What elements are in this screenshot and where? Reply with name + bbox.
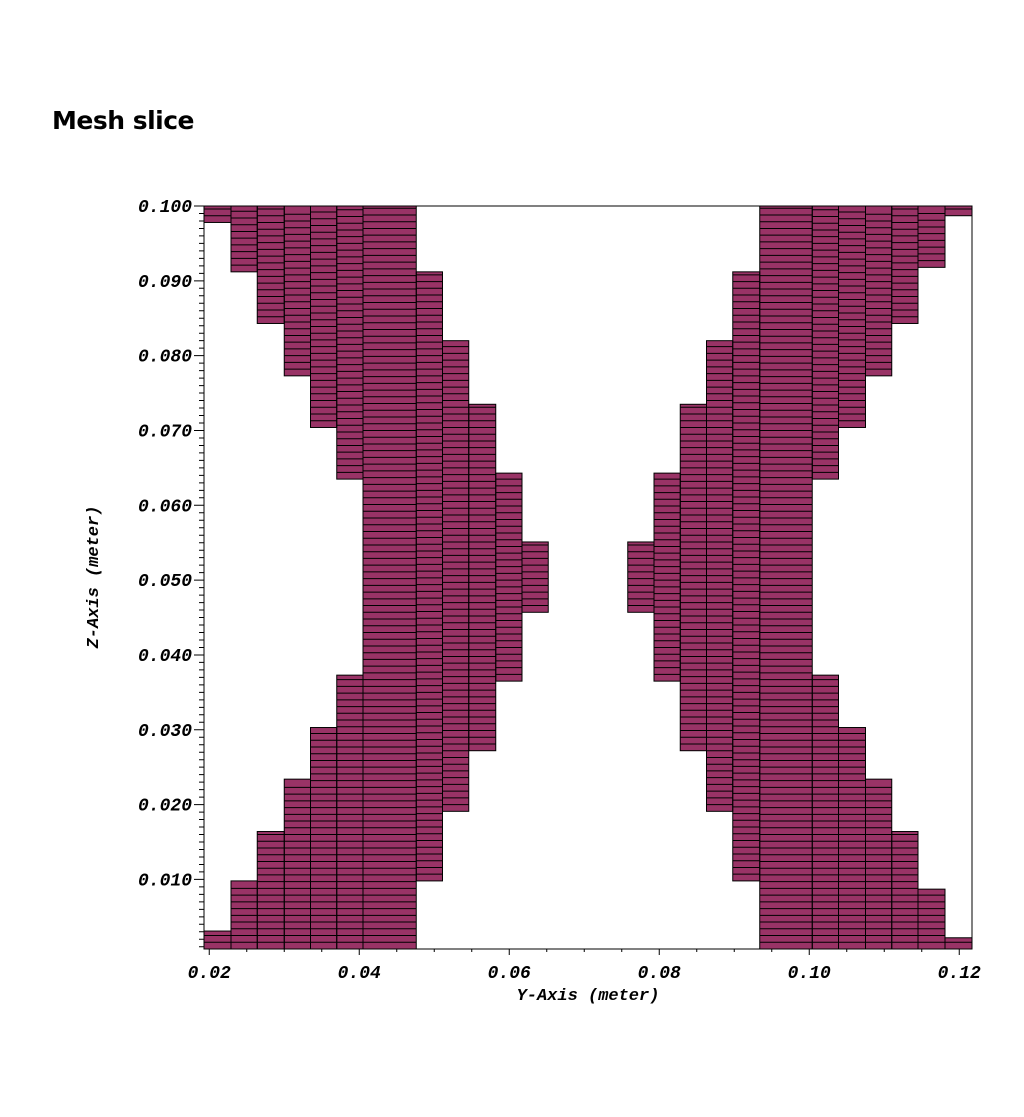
mesh-region-2-1	[257, 206, 285, 324]
mesh-row-lines-22-0	[918, 894, 945, 943]
mesh-region-9-0	[468, 404, 496, 751]
mesh-row-lines-4-1	[310, 211, 337, 422]
y-axis-label: Z-Axis (meter)	[85, 506, 104, 650]
mesh-region-18-1	[812, 206, 839, 480]
mesh-row-lines-2-1	[257, 208, 285, 318]
mesh-row-lines-15-0	[706, 346, 733, 806]
mesh-row-lines-20-1	[865, 213, 892, 370]
mesh-row-lines-18-0	[812, 679, 839, 943]
y-tick-label: 0.090	[138, 273, 192, 293]
mesh-row-lines-13-0	[654, 478, 681, 675]
mesh-row-lines-19-1	[838, 211, 866, 422]
mesh-region-7-0	[416, 271, 443, 881]
mesh-region-14-0	[680, 404, 707, 751]
mesh-row-lines-1-1	[231, 210, 258, 266]
y-tick-label: 0.050	[138, 572, 192, 592]
y-tick-label: 0.010	[138, 871, 192, 891]
mesh-row-lines-21-1	[891, 208, 918, 318]
mesh-row-lines-19-0	[838, 733, 866, 943]
mesh-row-lines-10-0	[495, 478, 522, 675]
mesh-row-lines-5-1	[336, 209, 363, 473]
mesh-row-lines-18-1	[812, 209, 839, 473]
y-tick-label: 0.040	[138, 647, 192, 667]
mesh-region-20-1	[865, 206, 892, 376]
mesh-region-6-0	[363, 206, 417, 949]
mesh-region-16-0	[732, 271, 760, 881]
mesh-row-lines-14-0	[680, 406, 707, 745]
mesh-region-19-0	[838, 727, 866, 949]
mesh-layer	[203, 205, 973, 950]
mesh-region-21-0	[891, 831, 918, 949]
mesh-region-22-1	[918, 206, 945, 268]
mesh-region-19-1	[838, 206, 866, 428]
y-axis-ticks	[194, 205, 204, 948]
mesh-region-20-0	[865, 779, 892, 949]
x-tick-label: 0.08	[638, 964, 681, 984]
chart-title: Mesh slice	[52, 106, 195, 135]
x-axis-ticks	[208, 949, 960, 955]
y-tick-label: 0.020	[138, 797, 192, 817]
mesh-row-lines-11-0	[522, 544, 549, 607]
mesh-region-4-1	[310, 206, 337, 428]
mesh-region-5-0	[336, 675, 363, 949]
plot-frame	[203, 205, 973, 950]
mesh-row-lines-5-0	[336, 679, 363, 943]
mesh-region-3-0	[284, 779, 311, 949]
y-tick-label: 0.030	[138, 722, 192, 742]
x-tick-label: 0.04	[338, 964, 381, 984]
mesh-row-lines-17-0	[759, 207, 813, 943]
mesh-region-5-1	[336, 206, 363, 480]
mesh-region-22-0	[918, 889, 945, 949]
mesh-region-4-0	[310, 727, 337, 949]
mesh-region-11-0	[522, 541, 549, 613]
mesh-region-0-0	[204, 931, 231, 949]
mesh-row-lines-9-0	[468, 406, 496, 745]
mesh-row-lines-0-1	[204, 208, 231, 217]
mesh-region-21-1	[891, 206, 918, 324]
mesh-row-lines-7-0	[416, 274, 443, 875]
mesh-row-lines-4-0	[310, 733, 337, 943]
mesh-row-lines-3-1	[284, 213, 311, 370]
x-axis-label: Y-Axis (meter)	[517, 987, 660, 1006]
mesh-region-23-0	[945, 937, 972, 949]
x-tick-label: 0.06	[488, 964, 531, 984]
mesh-region-12-0	[627, 541, 654, 613]
y-tick-label: 0.080	[138, 348, 192, 368]
y-tick-label: 0.060	[138, 497, 192, 517]
mesh-region-18-0	[812, 675, 839, 949]
mesh-row-lines-21-0	[891, 834, 918, 943]
mesh-region-2-0	[257, 831, 285, 949]
mesh-row-lines-6-0	[363, 207, 417, 943]
mesh-row-lines-1-0	[231, 887, 258, 943]
mesh-row-lines-20-0	[865, 786, 892, 943]
y-tick-label: 0.100	[138, 198, 192, 218]
mesh-region-1-1	[231, 206, 258, 272]
x-tick-label: 0.02	[188, 964, 231, 984]
mesh-row-lines-0-0	[204, 935, 231, 943]
mesh-region-outline-11-0	[521, 541, 549, 613]
mesh-row-lines-12-0	[627, 544, 654, 607]
mesh-region-23-1	[945, 206, 972, 216]
mesh-row-lines-16-0	[732, 274, 760, 875]
mesh-region-3-1	[284, 206, 311, 376]
mesh-region-17-0	[759, 206, 813, 949]
y-tick-label: 0.070	[138, 422, 192, 442]
mesh-row-lines-8-0	[442, 346, 469, 806]
x-tick-label: 0.12	[938, 964, 981, 984]
mesh-row-lines-22-1	[918, 212, 945, 262]
mesh-region-0-1	[204, 206, 231, 223]
mesh-region-10-0	[495, 473, 522, 682]
axes: 0.02 0.04 0.06 0.08 0.10 0.12 0.010 0.020 0.030 0…	[138, 198, 981, 984]
mesh-region-13-0	[654, 473, 681, 682]
x-tick-label: 0.10	[788, 964, 831, 984]
mesh-row-lines-2-0	[257, 834, 285, 943]
mesh-row-lines-3-0	[284, 786, 311, 943]
